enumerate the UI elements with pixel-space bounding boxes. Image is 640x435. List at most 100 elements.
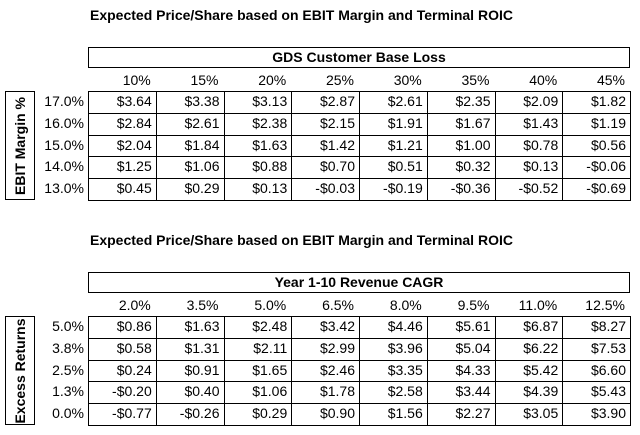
table-cell: $0.88 — [223, 156, 293, 179]
table-cell: $0.78 — [494, 134, 564, 158]
row-header: 5.0% — [52, 318, 84, 334]
table-cell: $2.87 — [291, 91, 360, 114]
table-cell: $1.78 — [291, 381, 360, 404]
table-cell: $0.86 — [88, 316, 157, 339]
table-cell: $2.15 — [291, 112, 360, 136]
table-cell: -$0.52 — [494, 178, 564, 201]
table-cell: $2.61 — [155, 112, 225, 136]
table-cell: $5.43 — [562, 381, 631, 404]
table-cell: $1.19 — [562, 112, 631, 136]
table-cell: $1.63 — [155, 316, 225, 339]
table-cell: $0.29 — [155, 178, 225, 201]
table-cell: $0.13 — [223, 178, 293, 201]
row-header: 15.0% — [44, 136, 84, 153]
table-cell: $1.63 — [223, 134, 293, 158]
table-cell: $3.38 — [155, 91, 225, 114]
table-cell: $0.29 — [223, 403, 293, 426]
table-cell: $1.31 — [155, 337, 225, 361]
table-1-title: Expected Price/Share based on EBIT Margi… — [90, 7, 513, 23]
row-axis-label: Excess Returns — [12, 317, 28, 424]
table-cell: $1.06 — [155, 156, 225, 179]
table-cell: $1.56 — [359, 403, 428, 426]
table-cell: $2.35 — [426, 91, 496, 114]
column-header: 45% — [596, 72, 625, 88]
table-cell: $2.84 — [88, 112, 157, 136]
column-header: 40% — [529, 72, 558, 88]
table-cell: -$0.26 — [155, 403, 225, 426]
row-axis-label-box: Excess Returns — [5, 316, 35, 425]
column-header: 2.0% — [118, 297, 151, 313]
table-cell: $7.53 — [562, 337, 631, 361]
table-cell: $0.51 — [359, 156, 428, 179]
table-cell: $1.91 — [359, 112, 428, 136]
table-cell: $4.39 — [494, 381, 564, 404]
table-cell: -$0.77 — [88, 403, 157, 426]
column-group-banner: GDS Customer Base Loss — [88, 47, 630, 68]
table-cell: $0.70 — [291, 156, 360, 179]
column-header: 3.5% — [186, 297, 219, 313]
table-cell: $6.87 — [494, 316, 564, 339]
table-cell: $2.46 — [291, 359, 360, 383]
table-cell: $0.32 — [426, 156, 496, 179]
row-header: 17.0% — [44, 93, 84, 109]
column-group-banner: Year 1-10 Revenue CAGR — [88, 272, 630, 293]
table-cell: $1.82 — [562, 91, 631, 114]
row-header: 2.5% — [52, 361, 84, 378]
column-header: 8.0% — [389, 297, 422, 313]
table-cell: $5.42 — [494, 359, 564, 383]
row-axis-label: EBIT Margin % — [12, 96, 28, 195]
row-header: 13.0% — [44, 180, 84, 196]
table-cell: $8.27 — [562, 316, 631, 339]
table-cell: $1.00 — [426, 134, 496, 158]
table-cell: $6.60 — [562, 359, 631, 383]
table-cell: $1.21 — [359, 134, 428, 158]
table-2-title: Expected Price/Share based on EBIT Margi… — [90, 232, 513, 248]
table-cell: $3.35 — [359, 359, 428, 383]
table-cell: $2.09 — [494, 91, 564, 114]
table-cell: $1.43 — [494, 112, 564, 136]
row-header: 3.8% — [52, 339, 84, 356]
table-cell: $2.61 — [359, 91, 428, 114]
table-cell: $0.40 — [155, 381, 225, 404]
table-cell: -$0.36 — [426, 178, 496, 201]
table-cell: $1.42 — [291, 134, 360, 158]
column-header: 5.0% — [254, 297, 287, 313]
column-header: 20% — [258, 72, 287, 88]
table-cell: -$0.69 — [562, 178, 631, 201]
table-cell: $4.33 — [426, 359, 496, 383]
column-header: 35% — [461, 72, 490, 88]
table-cell: $2.04 — [88, 134, 157, 158]
table-cell: -$0.06 — [562, 156, 631, 179]
table-cell: $0.90 — [291, 403, 360, 426]
table-cell: $2.48 — [223, 316, 293, 339]
table-cell: -$0.19 — [359, 178, 428, 201]
row-header: 0.0% — [52, 405, 84, 421]
table-cell: $0.13 — [494, 156, 564, 179]
column-header: 11.0% — [518, 297, 558, 313]
column-header: 10% — [122, 72, 151, 88]
table-cell: $3.13 — [223, 91, 293, 114]
table-cell: -$0.03 — [291, 178, 360, 201]
table-cell: $1.65 — [223, 359, 293, 383]
column-header: 30% — [393, 72, 422, 88]
row-header: 14.0% — [44, 158, 84, 175]
table-cell: $2.58 — [359, 381, 428, 404]
row-header: 16.0% — [44, 114, 84, 131]
table-cell: $0.45 — [88, 178, 157, 201]
table-cell: $3.96 — [359, 337, 428, 361]
column-header: 12.5% — [585, 297, 625, 313]
table-cell: $6.22 — [494, 337, 564, 361]
table-cell: $3.42 — [291, 316, 360, 339]
table-cell: $2.11 — [223, 337, 293, 361]
table-cell: $3.44 — [426, 381, 496, 404]
table-cell: $4.46 — [359, 316, 428, 339]
table-cell: $2.99 — [291, 337, 360, 361]
table-cell: $3.64 — [88, 91, 157, 114]
row-axis-label-box: EBIT Margin % — [5, 91, 35, 200]
table-cell: $0.56 — [562, 134, 631, 158]
column-header: 6.5% — [322, 297, 354, 313]
table-cell: $5.04 — [426, 337, 496, 361]
table-cell: $1.67 — [426, 112, 496, 136]
table-cell: $2.38 — [223, 112, 293, 136]
table-cell: $1.84 — [155, 134, 225, 158]
